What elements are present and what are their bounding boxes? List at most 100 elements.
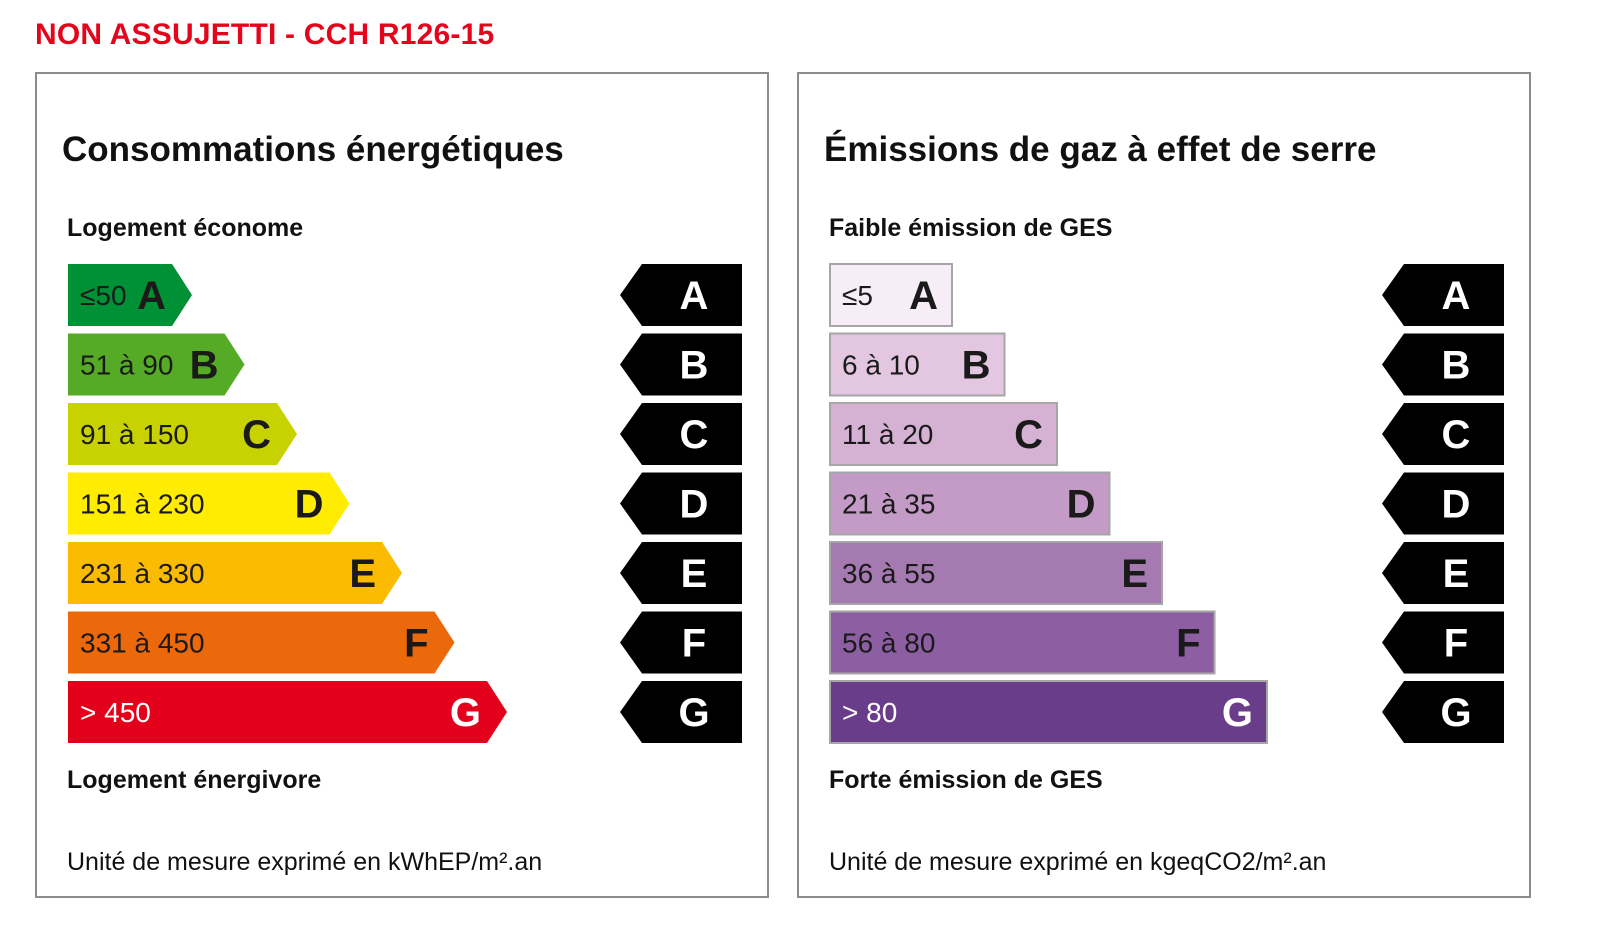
ges-class-letter-c: C xyxy=(1014,413,1043,457)
ges-class-row-g: > 80 G xyxy=(829,680,1268,744)
energy-class-range-c: 91 à 150 xyxy=(80,419,189,450)
energy-class-letter-b: B xyxy=(190,344,219,388)
ges-indicator-f: F xyxy=(1382,611,1504,674)
ges-class-bar-d xyxy=(829,471,1111,536)
energy-unit-note: Unité de mesure exprimé en kWhEP/m².an xyxy=(67,848,543,876)
energy-indicator-arrow-f xyxy=(620,611,742,674)
ges-class-bar-g xyxy=(829,680,1268,744)
ges-indicator-letter-c: C xyxy=(1442,413,1471,457)
energy-top-label: Logement économe xyxy=(67,214,304,242)
energy-class-letter-f: F xyxy=(404,622,428,666)
energy-class-bar-a xyxy=(68,264,192,326)
ges-class-bar-f xyxy=(829,610,1216,675)
energy-panel: Consommations énergétiques Logement écon… xyxy=(35,72,769,898)
energy-indicator-arrow-a xyxy=(620,264,742,326)
energy-class-letter-d: D xyxy=(295,483,324,527)
ges-indicator-letter-a: A xyxy=(1442,274,1471,318)
energy-indicator-arrow-d xyxy=(620,472,742,535)
energy-indicator-g: G xyxy=(620,681,742,743)
ges-class-range-c: 11 à 20 xyxy=(842,419,933,450)
ges-indicator-arrow-a xyxy=(1382,264,1504,326)
ges-indicator-letter-d: D xyxy=(1442,483,1471,527)
ges-indicator-g: G xyxy=(1382,681,1504,743)
energy-class-bar-b xyxy=(68,333,245,396)
energy-indicator-letter-e: E xyxy=(681,552,708,596)
ges-panel: Émissions de gaz à effet de serre Faible… xyxy=(797,72,1531,898)
energy-class-bar-d xyxy=(68,472,350,535)
ges-indicator-arrow-d xyxy=(1382,472,1504,535)
energy-indicator-arrow-c xyxy=(620,403,742,465)
ges-class-letter-f: F xyxy=(1176,622,1200,666)
energy-class-row-f: 331 à 450 F xyxy=(68,611,455,674)
energy-class-letter-c: C xyxy=(242,413,271,457)
ges-class-row-a: ≤5 A xyxy=(829,263,953,327)
energy-indicator-a: A xyxy=(620,264,742,326)
energy-class-row-b: 51 à 90 B xyxy=(68,333,245,396)
energy-indicator-letter-f: F xyxy=(682,622,706,666)
ges-class-range-f: 56 à 80 xyxy=(842,628,935,659)
ges-indicator-a: A xyxy=(1382,264,1504,326)
energy-indicator-arrow-b xyxy=(620,333,742,396)
energy-class-bar-g xyxy=(68,681,507,743)
energy-indicator-letter-b: B xyxy=(680,344,709,388)
energy-indicator-letter-d: D xyxy=(680,483,709,527)
energy-indicator-letter-a: A xyxy=(680,274,709,318)
energy-class-bar-c xyxy=(68,403,297,465)
energy-class-row-e: 231 à 330 E xyxy=(68,542,402,604)
ges-class-row-e: 36 à 55 E xyxy=(829,541,1163,605)
ges-indicator-c: C xyxy=(1382,403,1504,465)
ges-indicator-d: D xyxy=(1382,472,1504,535)
ges-indicator-arrow-b xyxy=(1382,333,1504,396)
ges-class-letter-g: G xyxy=(1222,691,1253,735)
energy-indicator-arrow-e xyxy=(620,542,742,604)
energy-indicator-b: B xyxy=(620,333,742,396)
ges-top-label: Faible émission de GES xyxy=(829,214,1113,242)
energy-bottom-label: Logement énergivore xyxy=(67,766,322,794)
status-title: NON ASSUJETTI - CCH R126-15 xyxy=(35,18,495,51)
ges-class-letter-e: E xyxy=(1121,552,1148,596)
ges-class-letter-b: B xyxy=(962,344,991,388)
ges-class-row-d: 21 à 35 D xyxy=(829,471,1111,536)
ges-class-bar-a xyxy=(829,263,953,327)
energy-class-letter-g: G xyxy=(450,691,481,735)
energy-class-row-g: > 450 G xyxy=(68,681,507,743)
ges-indicator-b: B xyxy=(1382,333,1504,396)
ges-indicator-letter-f: F xyxy=(1444,622,1468,666)
ges-indicator-arrow-f xyxy=(1382,611,1504,674)
ges-bottom-label: Forte émission de GES xyxy=(829,766,1103,794)
energy-class-range-a: ≤50 xyxy=(80,280,127,311)
ges-class-letter-a: A xyxy=(909,274,938,318)
ges-class-range-b: 6 à 10 xyxy=(842,350,920,381)
ges-class-row-b: 6 à 10 B xyxy=(829,332,1006,397)
ges-indicator-letter-b: B xyxy=(1442,344,1471,388)
ges-class-bar-c xyxy=(829,402,1058,466)
energy-indicator-letter-c: C xyxy=(680,413,709,457)
energy-class-bar-e xyxy=(68,542,402,604)
ges-indicator-letter-g: G xyxy=(1440,691,1471,735)
ges-class-range-a: ≤5 xyxy=(842,280,873,311)
energy-class-letter-e: E xyxy=(349,552,376,596)
energy-class-range-d: 151 à 230 xyxy=(80,489,205,520)
ges-class-bar-e xyxy=(829,541,1163,605)
ges-class-range-e: 36 à 55 xyxy=(842,558,935,589)
ges-indicator-arrow-e xyxy=(1382,542,1504,604)
energy-indicator-d: D xyxy=(620,472,742,535)
ges-unit-note: Unité de mesure exprimé en kgeqCO2/m².an xyxy=(829,848,1327,876)
ges-class-bar-b xyxy=(829,332,1006,397)
energy-class-bar-f xyxy=(68,611,455,674)
energy-class-range-e: 231 à 330 xyxy=(80,558,205,589)
energy-indicator-arrow-g xyxy=(620,681,742,743)
ges-panel-title: Émissions de gaz à effet de serre xyxy=(824,130,1377,169)
ges-class-letter-d: D xyxy=(1067,483,1096,527)
energy-indicator-letter-g: G xyxy=(678,691,709,735)
energy-class-row-c: 91 à 150 C xyxy=(68,403,297,465)
ges-class-range-g: > 80 xyxy=(842,697,897,728)
energy-indicator-f: F xyxy=(620,611,742,674)
ges-indicator-e: E xyxy=(1382,542,1504,604)
energy-class-letter-a: A xyxy=(137,274,166,318)
energy-indicator-e: E xyxy=(620,542,742,604)
energy-class-range-f: 331 à 450 xyxy=(80,628,205,659)
ges-class-range-d: 21 à 35 xyxy=(842,489,935,520)
energy-class-row-d: 151 à 230 D xyxy=(68,472,350,535)
